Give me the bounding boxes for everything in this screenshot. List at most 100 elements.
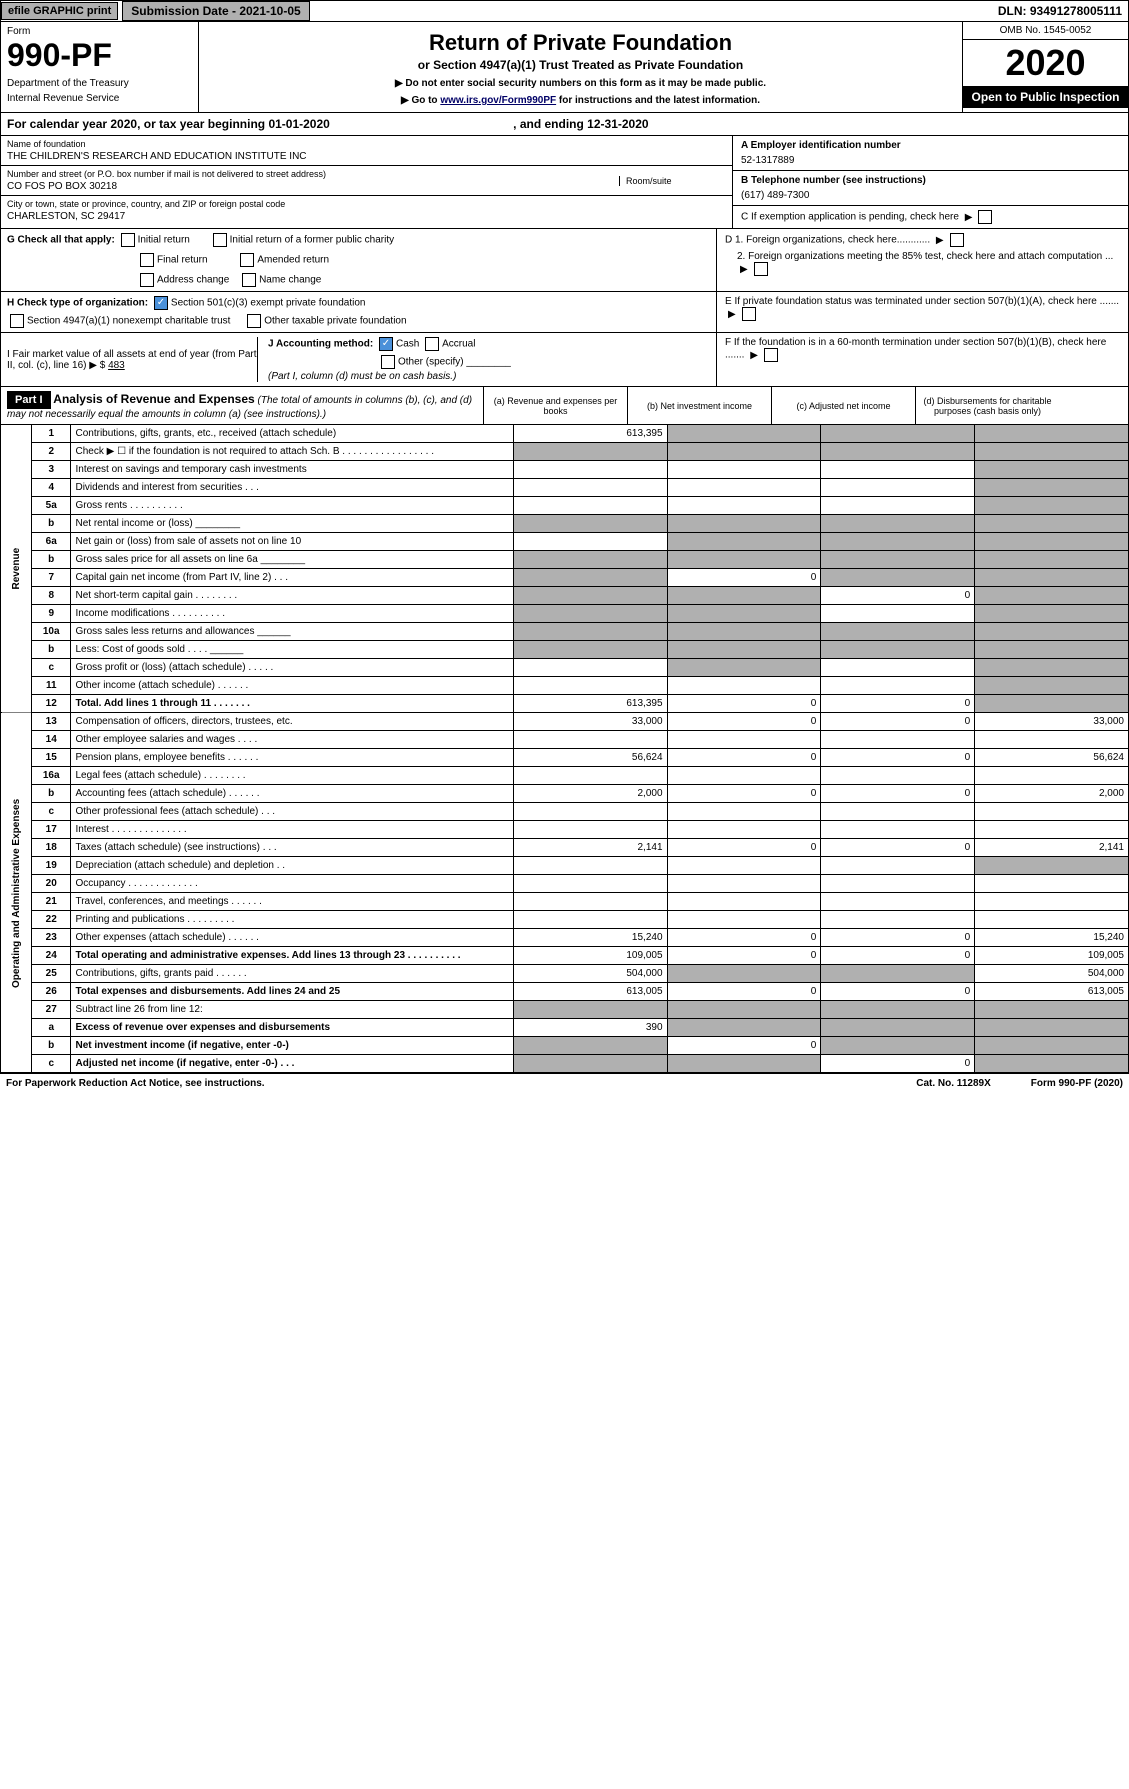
line-number: c [31, 803, 71, 821]
col-d-value: 33,000 [975, 713, 1129, 731]
line-number: 22 [31, 911, 71, 929]
g-final-return[interactable] [140, 253, 154, 267]
h-501c3[interactable] [154, 296, 168, 310]
f-checkbox[interactable] [764, 348, 778, 362]
col-c-value [821, 461, 975, 479]
line-desc: Total operating and administrative expen… [71, 947, 513, 965]
c-checkbox[interactable] [978, 210, 992, 224]
col-b-value [667, 479, 821, 497]
submission-date: Submission Date - 2021-10-05 [122, 1, 309, 21]
ein-label: A Employer identification number [741, 140, 901, 151]
line-desc: Excess of revenue over expenses and disb… [71, 1019, 513, 1037]
h-4947a1[interactable] [10, 314, 24, 328]
line-number: 10a [31, 623, 71, 641]
name-label: Name of foundation [7, 139, 726, 149]
dept-irs: Internal Revenue Service [7, 93, 192, 104]
g-initial-former[interactable] [213, 233, 227, 247]
g-initial-return[interactable] [121, 233, 135, 247]
col-d-value [975, 515, 1129, 533]
col-b-value [667, 515, 821, 533]
street-address: CO FOS PO BOX 30218 [7, 181, 619, 192]
line-number: b [31, 785, 71, 803]
col-c-value [821, 569, 975, 587]
col-c-value: 0 [821, 839, 975, 857]
col-c-value [821, 857, 975, 875]
line-desc: Other professional fees (attach schedule… [71, 803, 513, 821]
i-label: I Fair market value of all assets at end… [7, 349, 257, 371]
e-checkbox[interactable] [742, 307, 756, 321]
col-c-value [821, 515, 975, 533]
g-name-change[interactable] [242, 273, 256, 287]
col-c-value: 0 [821, 785, 975, 803]
col-d-value [975, 605, 1129, 623]
part1-label: Part I [7, 391, 51, 409]
col-a-value [513, 587, 667, 605]
form-ref: Form 990-PF (2020) [1031, 1078, 1123, 1089]
form-word: Form [7, 26, 192, 37]
col-d-value [975, 803, 1129, 821]
j-other[interactable] [381, 355, 395, 369]
g-address-change[interactable] [140, 273, 154, 287]
col-a-value [513, 605, 667, 623]
col-b-value [667, 587, 821, 605]
col-b-value: 0 [667, 713, 821, 731]
line-desc: Gross rents . . . . . . . . . . [71, 497, 513, 515]
col-d-value [975, 425, 1129, 443]
line-desc: Total. Add lines 1 through 11 . . . . . … [71, 695, 513, 713]
section-h-row: H Check type of organization: Section 50… [0, 292, 1129, 333]
line-number: 9 [31, 605, 71, 623]
col-a-value [513, 1001, 667, 1019]
col-d-value: 56,624 [975, 749, 1129, 767]
col-c-value [821, 497, 975, 515]
col-a-value [513, 659, 667, 677]
line-number: 15 [31, 749, 71, 767]
col-d-value [975, 497, 1129, 515]
col-a-value [513, 731, 667, 749]
col-a-value [513, 1037, 667, 1055]
col-a-value [513, 767, 667, 785]
line-desc: Taxes (attach schedule) (see instruction… [71, 839, 513, 857]
table-row: 23Other expenses (attach schedule) . . .… [1, 929, 1129, 947]
j-cash[interactable] [379, 337, 393, 351]
col-a-value [513, 515, 667, 533]
col-b-value [667, 551, 821, 569]
g-amended[interactable] [240, 253, 254, 267]
line-number: 16a [31, 767, 71, 785]
line-number: b [31, 515, 71, 533]
col-a-value: 15,240 [513, 929, 667, 947]
line-desc: Travel, conferences, and meetings . . . … [71, 893, 513, 911]
col-a-value [513, 875, 667, 893]
col-d-value [975, 1001, 1129, 1019]
col-c-value [821, 659, 975, 677]
col-b-value [667, 893, 821, 911]
col-d-value [975, 479, 1129, 497]
col-b-value [667, 443, 821, 461]
line-desc: Contributions, gifts, grants paid . . . … [71, 965, 513, 983]
irs-link[interactable]: www.irs.gov/Form990PF [440, 95, 556, 106]
line-desc: Other expenses (attach schedule) . . . .… [71, 929, 513, 947]
line-desc: Contributions, gifts, grants, etc., rece… [71, 425, 513, 443]
h-other-taxable[interactable] [247, 314, 261, 328]
efile-button[interactable]: efile GRAPHIC print [1, 2, 118, 20]
d1-checkbox[interactable] [950, 233, 964, 247]
col-b-value: 0 [667, 569, 821, 587]
d2-checkbox[interactable] [754, 262, 768, 276]
table-row: Revenue1Contributions, gifts, grants, et… [1, 425, 1129, 443]
table-row: 27Subtract line 26 from line 12: [1, 1001, 1129, 1019]
col-a-value: 109,005 [513, 947, 667, 965]
col-d-value [975, 821, 1129, 839]
col-c-value: 0 [821, 713, 975, 731]
table-row: cOther professional fees (attach schedul… [1, 803, 1129, 821]
table-row: cAdjusted net income (if negative, enter… [1, 1055, 1129, 1073]
line-number: 21 [31, 893, 71, 911]
col-c-value: 0 [821, 983, 975, 1001]
part1-header-row: Part I Analysis of Revenue and Expenses … [0, 387, 1129, 425]
section-ij-row: I Fair market value of all assets at end… [0, 333, 1129, 387]
ssn-note: ▶ Do not enter social security numbers o… [207, 78, 954, 89]
form-number: 990-PF [7, 37, 192, 74]
line-number: 27 [31, 1001, 71, 1019]
col-b-value [667, 803, 821, 821]
j-accrual[interactable] [425, 337, 439, 351]
line-number: 20 [31, 875, 71, 893]
col-a-header: (a) Revenue and expenses per books [483, 387, 627, 424]
